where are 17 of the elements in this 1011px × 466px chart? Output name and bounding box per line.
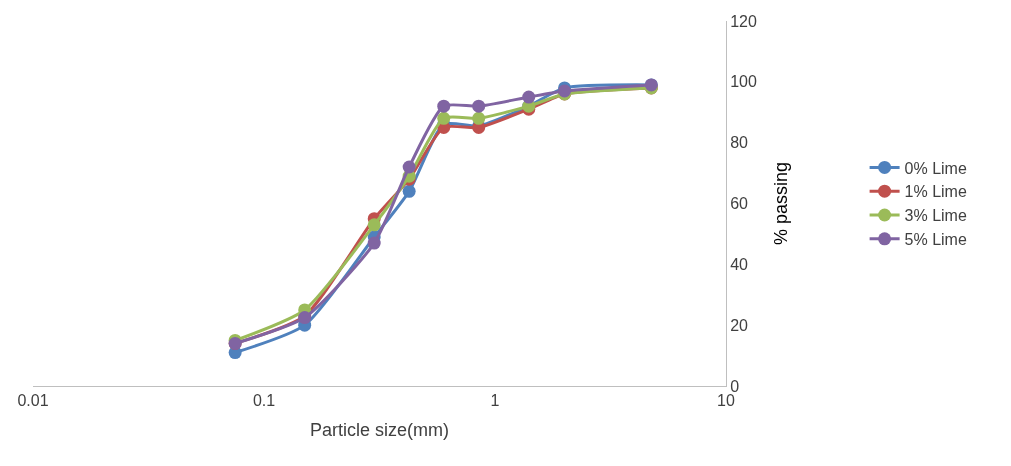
x-tick-label: 0.1 [252,392,276,410]
legend-label: 3% Lime [904,207,967,225]
y-tick-label: 60 [730,195,749,213]
y-tick-label: 40 [730,255,749,273]
y-tick-label: 120 [730,12,757,30]
y-tick-label: 100 [730,73,757,91]
y-tick-label: 20 [730,316,749,334]
y-tick-label: 0 [730,377,740,395]
x-axis-title: Particle size(mm) [309,420,450,441]
legend-label: 0% Lime [904,159,967,177]
legend-label: 1% Lime [904,183,967,201]
x-tick-label: 1 [490,392,500,410]
x-tick-label: 0.01 [17,392,49,410]
y-tick-label: 80 [730,134,749,152]
y-axis-title: % passing [771,161,792,246]
x-tick-label: 10 [717,392,735,410]
legend-label: 5% Lime [904,231,967,249]
